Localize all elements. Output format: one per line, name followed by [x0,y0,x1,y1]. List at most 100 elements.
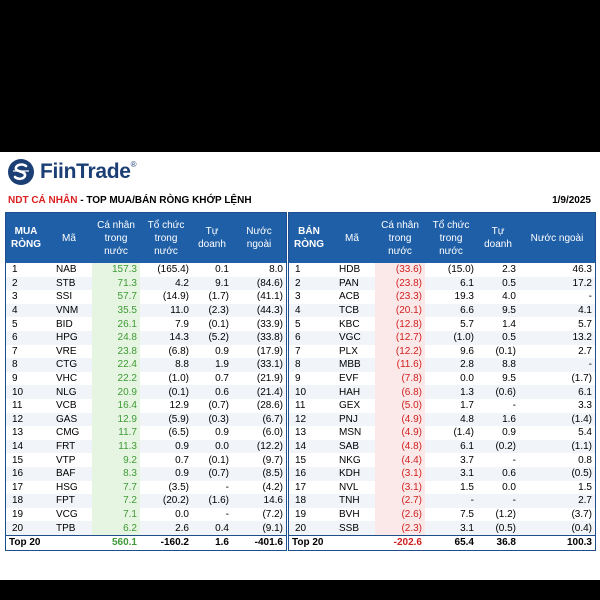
proprietary-cell: 8.8 [477,358,519,372]
proprietary-cell: 0.9 [215,427,229,439]
net-buy-panel: MUA RÒNG Mã Cá nhân trong nước Tổ chức t… [5,212,287,551]
individual-cell: (20.1) [375,303,425,318]
proprietary-cell: 1.6 [477,412,519,427]
individual-cell: 6.2 [92,521,140,536]
individual-cell: (7.8) [375,371,425,386]
stock-code-cell: PLX [339,345,358,357]
individual-cell: 11.7 [92,426,140,440]
table-row: 15 NKG (4.4) 3.7 - 0.8 [289,453,595,467]
stock-code-cell: GEX [339,400,361,412]
individual-cell: (4.4) [375,453,425,467]
table-row: 4 VNM 35.5 11.0 (2.3) (44.3) [6,303,286,318]
rank-cell: 15 [295,454,307,466]
institution-header: Tổ chức trong nước [425,213,477,263]
individual-cell: (5.0) [375,398,425,413]
foreign-cell: (6.7) [232,412,286,427]
rank-cell: 4 [6,303,46,318]
stock-code-cell: VGC [329,330,375,345]
institution-cell: 0.9 [140,466,192,481]
rank-cell: 6 [6,330,46,345]
proprietary-cell: (0.2) [477,439,519,454]
foreign-cell: (1.4) [519,412,595,427]
individual-cell: 23.8 [92,344,140,359]
foreign-cell: - [588,291,592,303]
stock-code-cell: BAF [46,466,92,481]
foreign-cell: (0.5) [519,466,595,481]
institution-cell: 1.3 [425,385,477,399]
institution-cell: 7.9 [175,318,189,330]
foreign-header: Nước ngoài [232,213,286,263]
rank-cell: 11 [12,400,23,412]
stock-code-cell: PAN [329,276,375,291]
brand-name: FiinTrade® [40,160,137,183]
fiintrade-logo-icon [8,159,34,185]
institution-cell: 1.7 [460,400,474,412]
individual-cell: 57.7 [92,290,140,304]
foreign-cell: (21.9) [256,373,283,385]
stock-code-cell: BVH [339,508,360,520]
individual-cell: 8.3 [92,466,140,481]
total-foreign: 100.3 [519,534,595,550]
proprietary-cell: (2.3) [192,303,232,318]
rank-cell: 8 [289,358,329,372]
rank-cell: 19 [12,508,24,520]
foreign-cell: (4.2) [262,481,283,493]
rank-cell: 7 [12,345,18,357]
institution-cell: 8.8 [140,358,192,372]
proprietary-cell: - [477,494,519,508]
foreign-cell: (33.9) [256,318,283,330]
table-row: 2 STB 71.3 4.2 9.1 (84.6) [6,276,286,291]
net-sell-side-header: BÁN RÒNG [289,213,329,263]
proprietary-cell: (0.6) [477,385,519,399]
proprietary-cell: 0.7 [215,373,229,385]
rank-cell: 7 [295,345,301,357]
proprietary-cell: 0.9 [502,427,516,439]
stock-code-cell: SSI [56,291,73,303]
rank-cell: 8 [6,358,46,372]
proprietary-cell: 0.0 [192,439,232,454]
institution-cell: 9.6 [460,345,474,357]
table-row: 13 CMG 11.7 (6.5) 0.9 (6.0) [6,426,286,440]
rank-cell: 9 [12,373,18,385]
table-row: 3 SSI 57.7 (14.9) (1.7) (41.1) [6,290,286,304]
stock-code-cell: NAB [56,264,77,276]
institution-cell: (1.4) [453,427,474,439]
foreign-cell: (7.2) [262,508,283,520]
rank-cell: 3 [12,291,18,303]
institution-cell: 3.1 [425,466,477,481]
foreign-cell: (17.9) [256,345,283,357]
net-buy-table: MUA RÒNG Mã Cá nhân trong nước Tổ chức t… [6,213,286,550]
total-foreign: -401.6 [232,534,286,550]
total-individual: -202.6 [375,534,425,550]
stock-code-cell: CTG [46,358,92,372]
table-row: 8 MBB (11.6) 2.8 8.8- [289,358,595,372]
net-buy-side-header: MUA RÒNG [6,213,46,263]
table-row: 9 EVF (7.8) 0.0 9.5 (1.7) [289,371,595,386]
proprietary-cell: 0.0 [502,481,516,493]
foreign-cell: 0.8 [578,454,592,466]
proprietary-cell: 1.4 [502,318,516,330]
report-title: NDT CÁ NHÂN - TOP MUA/BÁN RÒNG KHỚP LỆNH [8,195,252,206]
individual-cell: 16.4 [92,398,140,413]
rank-cell: 5 [295,318,301,330]
foreign-cell: (28.6) [256,400,283,412]
institution-cell: 5.7 [460,318,474,330]
proprietary-cell: 9.1 [192,276,232,291]
stock-code-cell: PNJ [329,412,375,427]
total-label: Top 20 [289,534,375,550]
stock-code-cell: STB [46,276,92,291]
report-card: FiinTrade® NDT CÁ NHÂN - TOP MUA/BÁN RÒN… [0,152,600,580]
institution-cell: 3.7 [460,454,474,466]
rank-cell: 20 [289,521,329,536]
institution-cell: 4.2 [140,276,192,291]
table-row: 12 PNJ (4.9) 4.8 1.6 (1.4) [289,412,595,427]
stock-code-cell: CMG [56,427,80,439]
individual-cell: (12.8) [375,317,425,331]
proprietary-cell: 1.9 [192,358,232,372]
brand-logo: FiinTrade® [7,157,137,187]
net-buy-total-row: Top 20 560.1 -160.2 1.6 -401.6 [6,534,286,550]
proprietary-cell: 0.5 [477,330,519,345]
foreign-cell: (41.1) [256,291,283,303]
total-proprietary: 1.6 [192,534,232,550]
individual-cell: (2.7) [375,494,425,508]
